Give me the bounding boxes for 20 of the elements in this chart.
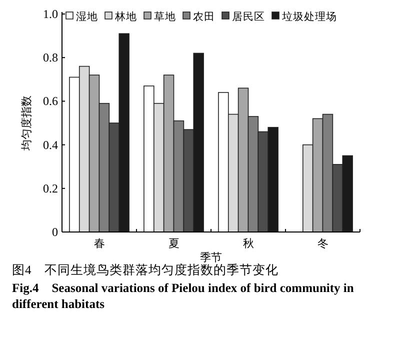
legend-label: 垃圾处理场 bbox=[281, 10, 337, 23]
x-tick-label: 春 bbox=[94, 238, 105, 250]
y-tick-label: 0.4 bbox=[43, 138, 58, 152]
x-axis-title: 季节 bbox=[200, 251, 222, 264]
legend-label: 居民区 bbox=[232, 11, 265, 23]
x-tick-label: 夏 bbox=[168, 238, 180, 250]
y-axis-title: 均匀度指数 bbox=[20, 96, 33, 152]
text: 图4 不同生境鸟类群落均匀度指数的季节变化 bbox=[12, 262, 278, 277]
legend-label: 农田 bbox=[193, 11, 215, 23]
y-tick-label: 1.0 bbox=[43, 7, 58, 21]
x-tick-label: 秋 bbox=[242, 238, 254, 250]
y-tick-label: 0.2 bbox=[43, 181, 58, 196]
legend-label: 林地 bbox=[114, 10, 137, 23]
x-tick-label: 冬 bbox=[317, 238, 328, 250]
legend-label: 湿地 bbox=[76, 10, 98, 23]
y-tick-label: 0.8 bbox=[43, 50, 58, 65]
y-tick-label: 0 bbox=[52, 225, 58, 239]
legend-label: 草地 bbox=[154, 10, 176, 23]
text: Fig.4 Seasonal variations of Pielou index of bird community in different habitats bbox=[12, 281, 354, 311]
y-tick-label: 0.6 bbox=[43, 94, 58, 108]
